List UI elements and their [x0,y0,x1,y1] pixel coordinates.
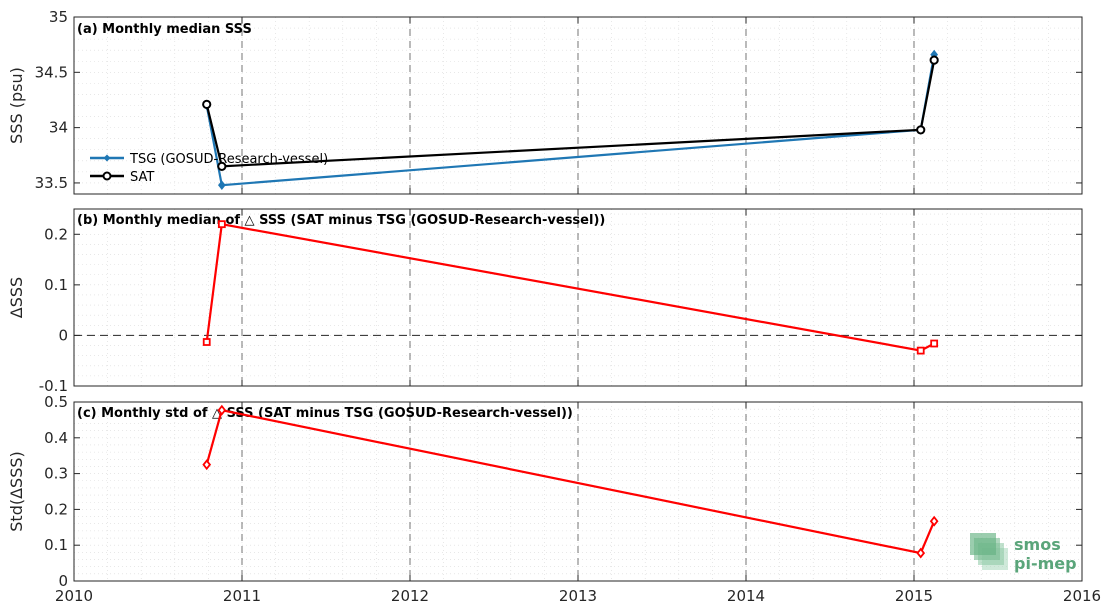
series-0 [202,220,939,355]
x-tick-label: 2011 [223,587,261,605]
panel-b: (b) Monthly median of △ SSS (SAT minus T… [7,208,1083,395]
y-tick-label: 0 [58,326,68,344]
legend-sat-marker [102,171,112,181]
data-point [930,339,939,348]
grid [73,208,1083,387]
y-tick-label: 0.1 [44,536,68,554]
data-point [202,338,211,346]
x-tick-label: 2016 [1063,587,1101,605]
data-point [916,125,926,135]
data-point [916,346,925,355]
panel-b-title: (b) Monthly median of △ SSS (SAT minus T… [77,213,605,228]
series-1 [202,55,939,171]
legend-sat-label: SAT [130,170,154,185]
y-tick-label: 34 [49,119,68,137]
series-line [205,222,935,352]
data-point [929,55,939,65]
grid [73,401,1083,582]
legend-tsg-label: TSG (GOSUD-Research-vessel) [129,152,328,167]
y-tick-label: 0 [58,572,68,590]
data-point [202,459,212,471]
y-tick-label: 0.4 [44,429,68,447]
x-tick-label: 2014 [727,587,765,605]
y-tick-label: 0.3 [44,465,68,483]
x-tick-label: 2010 [55,587,93,605]
data-point [202,99,212,109]
panel-c: (c) Monthly std of △ SSS (SAT minus TSG … [7,393,1101,605]
logo-line1: smos [1014,535,1061,554]
smos-pi-mep-logo: smos pi-mep [970,533,1077,573]
y-tick-label: 35 [49,8,68,26]
y-tick-label: 0.5 [44,393,68,411]
x-tick-label: 2012 [391,587,429,605]
panel-a-ylabel: SSS (psu) [7,67,26,144]
y-tick-label: 0.2 [44,500,68,518]
data-point [217,220,226,229]
panel-c-ylabel: Std(ΔSSS) [7,451,26,531]
series-line [205,408,936,555]
series-0 [202,49,939,190]
grid [73,16,1083,195]
y-tick-label: 0.2 [44,225,68,243]
legend-tsg-marker [103,154,111,162]
data-point [217,180,226,190]
panel-c-title: (c) Monthly std of △ SSS (SAT minus TSG … [77,406,573,421]
y-tick-label: 33.5 [35,174,68,192]
panel-a-title: (a) Monthly median SSS [77,22,252,37]
data-point [217,161,227,171]
series-line [205,59,936,168]
panel-a: (a) Monthly median SSS SSS (psu) 33.5 34 3… [7,8,1083,195]
logo-stack-icon [970,533,1008,570]
x-tick-label: 2015 [895,587,933,605]
legend: TSG (GOSUD-Research-vessel) SAT [90,152,328,185]
data-point [916,547,926,559]
data-point [929,515,939,527]
y-tick-label: -0.1 [39,377,68,395]
x-tick-label: 2013 [559,587,597,605]
panel-b-ylabel: ΔSSS [7,277,26,318]
logo-line2: pi-mep [1014,554,1077,573]
y-tick-label: 0.1 [44,276,68,294]
series-0 [202,404,939,559]
y-tick-label: 34.5 [35,63,68,81]
data-point [217,404,227,416]
